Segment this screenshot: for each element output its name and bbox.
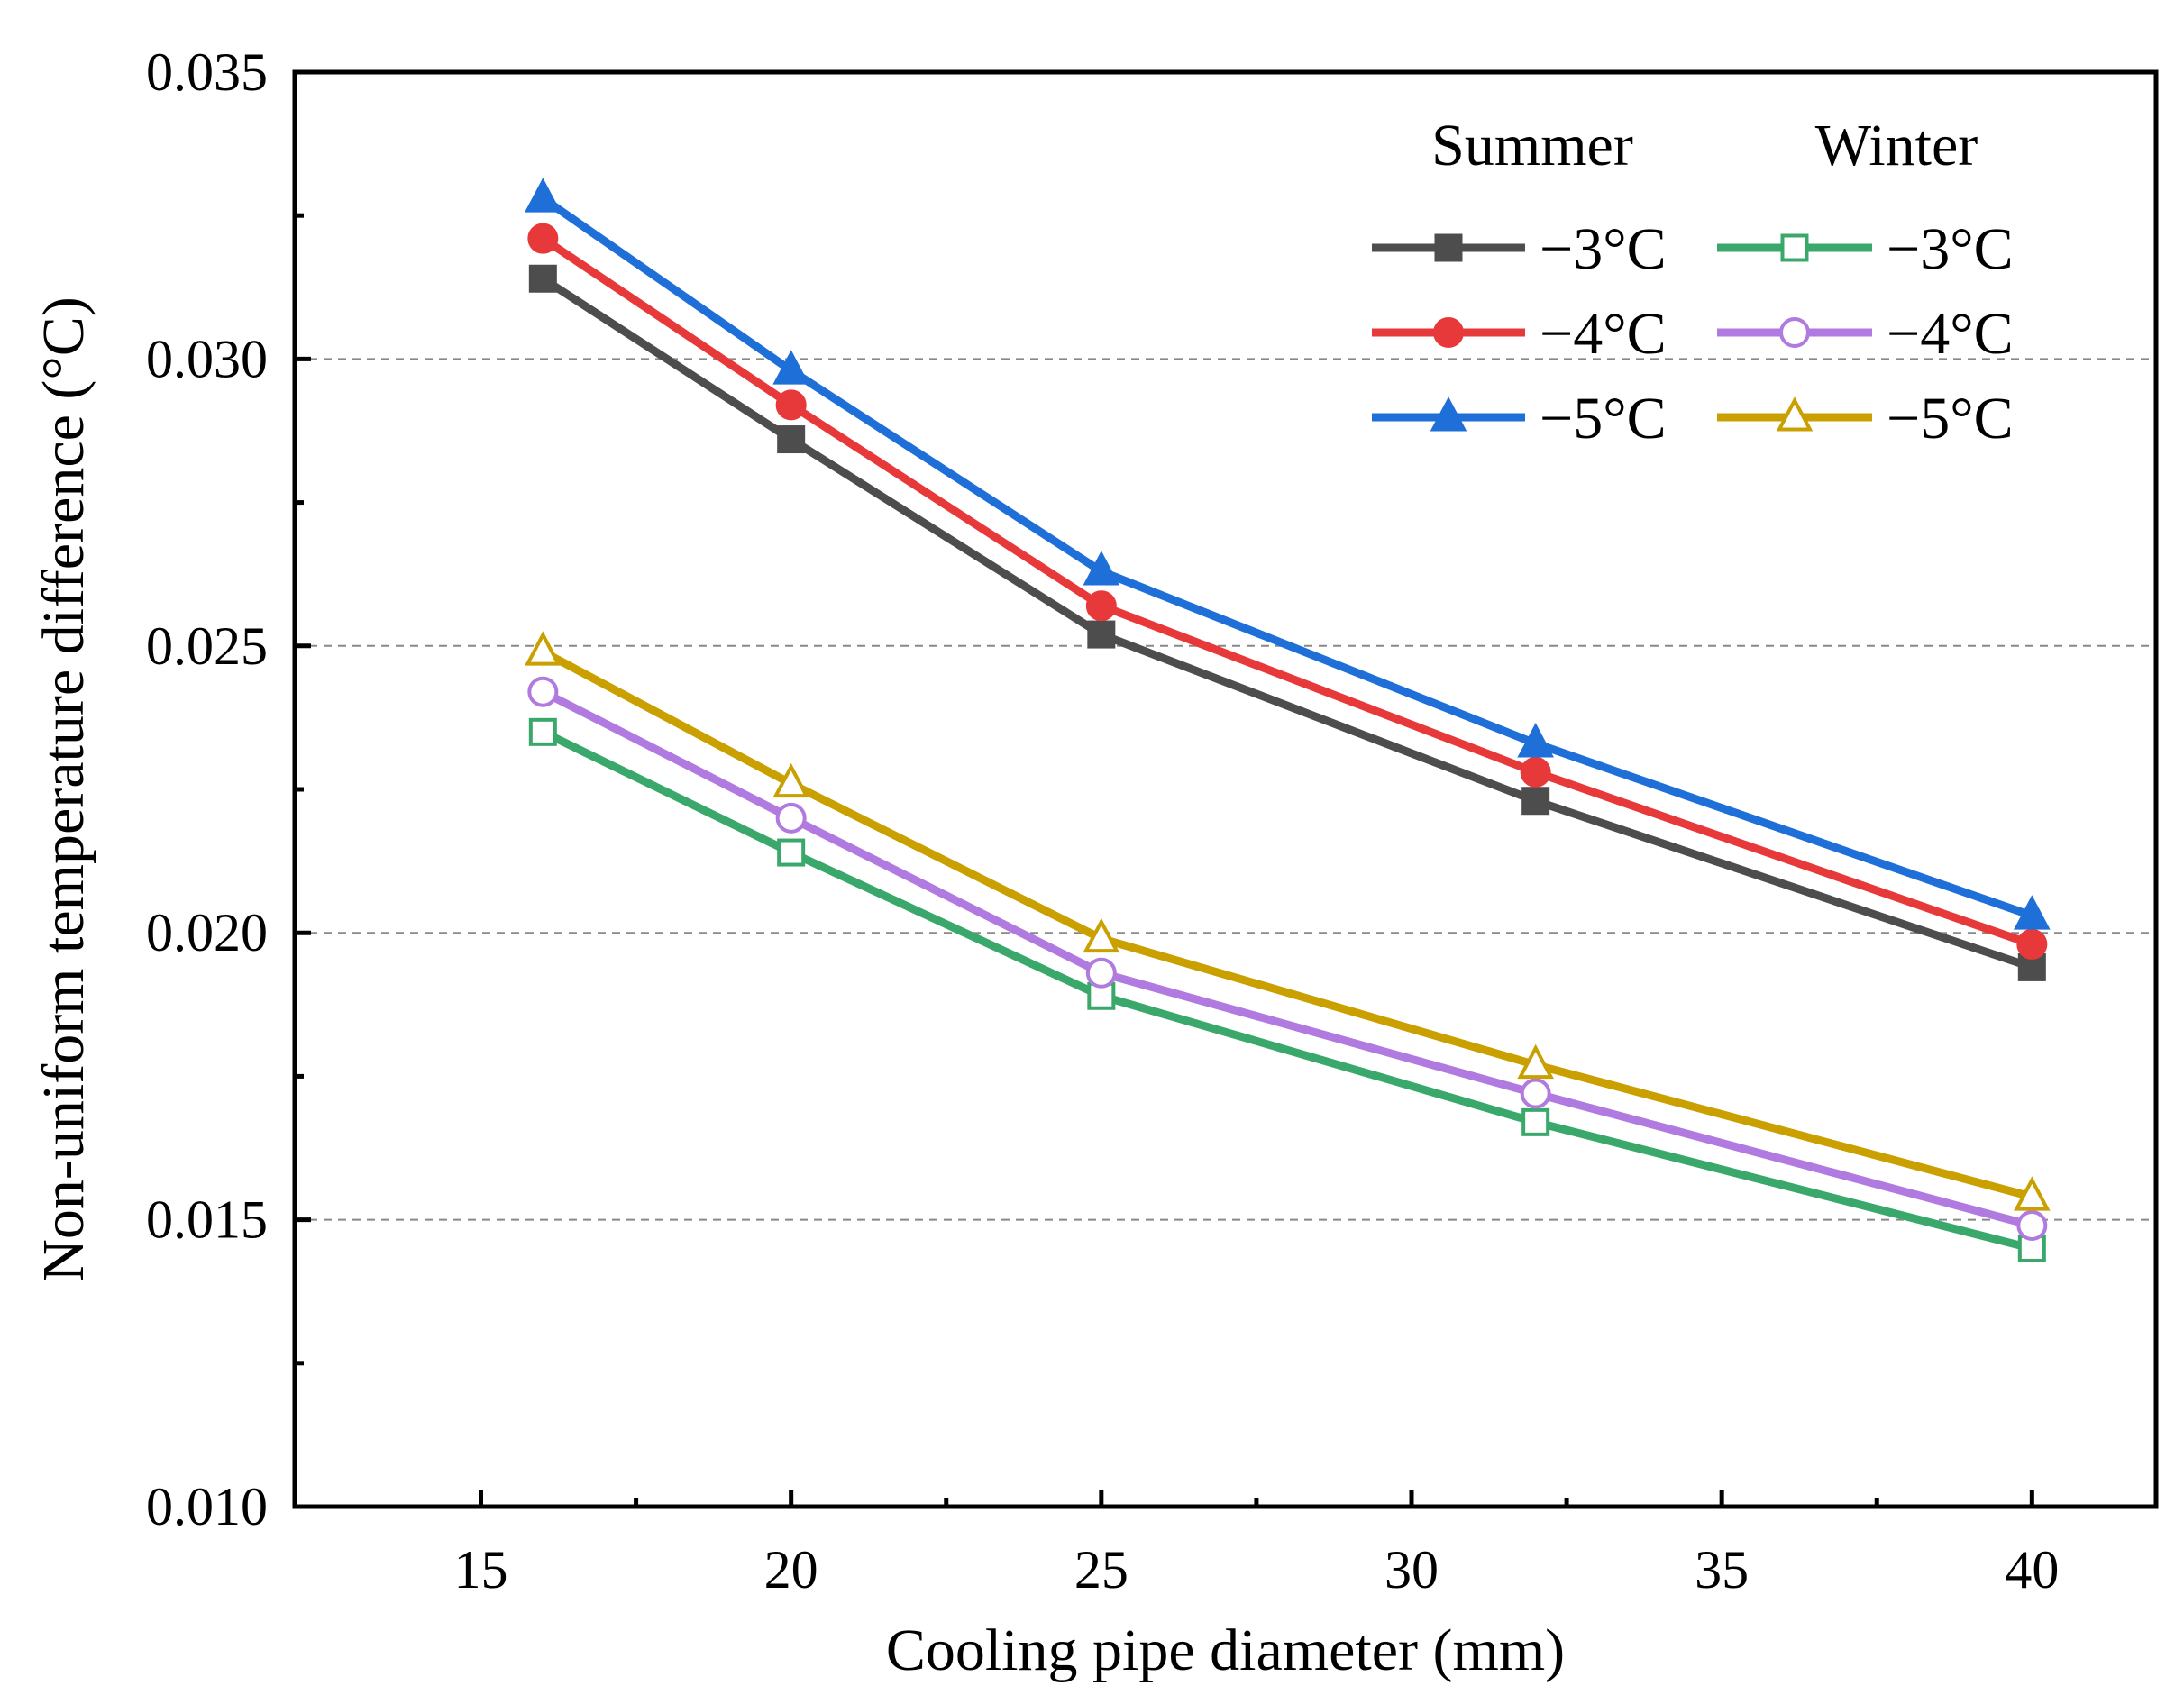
legend-swatch-marker-summer-circle <box>1433 317 1464 348</box>
x-tick-label: 35 <box>1695 1540 1749 1599</box>
series-lines <box>538 194 2036 1253</box>
data-point-summer-triangle <box>1517 723 1554 758</box>
data-point-summer-square <box>1521 787 1550 816</box>
data-point-summer-square <box>528 264 557 293</box>
data-point-summer-triangle <box>1083 551 1120 586</box>
data-point-summer-triangle <box>2014 895 2051 930</box>
y-tick-label: 0.025 <box>146 616 268 676</box>
legend-label-winter-triangle: −5°C <box>1887 386 2014 451</box>
legend-heading-summer: Summer <box>1431 113 1633 178</box>
data-point-winter-circle <box>2016 1209 2048 1241</box>
y-axis-title: Non-uniform temperature difference (°C) <box>31 296 96 1282</box>
legend-swatch-marker-summer-square <box>1434 233 1463 262</box>
legend-swatch-marker-winter-square <box>1780 233 1809 262</box>
axes: 0.010 0.015 0.020 0.025 0.030 0.035 15 20 25 30 35… <box>146 42 2059 1599</box>
data-point-summer-square <box>1087 620 1116 649</box>
data-point-winter-triangle <box>772 762 809 798</box>
data-point-summer-circle <box>775 389 807 421</box>
data-point-winter-circle <box>1520 1078 1551 1109</box>
legend-entries: −3°C −4°C −5°C −3°C −4°C −5°C <box>1372 216 2014 451</box>
legend-label-summer-triangle: −5°C <box>1540 386 1667 451</box>
data-point-summer-circle <box>1085 590 1117 622</box>
legend-label-winter-circle: −4°C <box>1887 301 2014 367</box>
data-point-winter-square <box>528 717 557 746</box>
legend-heading-winter: Winter <box>1815 113 1978 178</box>
legend: Summer Winter −3°C −4°C −5°C −3°C −4°C −5°C <box>1372 113 2014 451</box>
data-point-winter-triangle <box>525 631 562 666</box>
data-point-winter-triangle <box>1517 1043 1554 1080</box>
data-point-summer-circle <box>1520 756 1551 788</box>
data-point-summer-circle <box>2016 928 2048 960</box>
data-point-winter-square <box>1521 1107 1550 1136</box>
y-tick-label: 0.020 <box>146 903 268 962</box>
data-point-winter-circle <box>527 676 559 707</box>
data-point-summer-circle <box>527 223 559 254</box>
series-markers <box>525 178 2051 1262</box>
x-tick-label: 30 <box>1384 1540 1439 1599</box>
x-tick-label: 40 <box>2005 1540 2059 1599</box>
y-tick-label: 0.030 <box>146 329 268 388</box>
series-line-winter-triangle <box>538 647 2036 1201</box>
data-point-winter-circle <box>775 802 807 834</box>
plot-frame <box>292 69 2159 1509</box>
legend-label-summer-circle: −4°C <box>1540 301 1667 367</box>
x-axis-title: Cooling pipe diameter (mm) <box>886 1618 1565 1683</box>
legend-swatch-marker-summer-triangle <box>1430 396 1467 432</box>
x-tick-label: 25 <box>1074 1540 1129 1599</box>
x-tick-label: 15 <box>454 1540 508 1599</box>
y-tick-label: 0.010 <box>146 1477 268 1536</box>
data-point-winter-square <box>777 838 806 867</box>
legend-label-summer-square: −3°C <box>1540 216 1667 282</box>
data-point-summer-triangle <box>525 178 562 213</box>
gridlines <box>295 358 2156 1221</box>
legend-label-winter-square: −3°C <box>1887 216 2014 282</box>
legend-swatch-marker-winter-circle <box>1779 317 1810 348</box>
data-point-summer-triangle <box>772 350 809 385</box>
x-tick-label: 20 <box>764 1540 818 1599</box>
y-tick-label: 0.015 <box>146 1190 268 1250</box>
data-point-winter-triangle <box>2014 1176 2051 1211</box>
data-point-winter-circle <box>1085 957 1117 989</box>
legend-swatch-marker-winter-triangle <box>1776 396 1814 432</box>
data-point-winter-triangle <box>1083 917 1120 953</box>
y-tick-label: 0.035 <box>146 42 268 102</box>
data-point-summer-square <box>777 425 806 454</box>
